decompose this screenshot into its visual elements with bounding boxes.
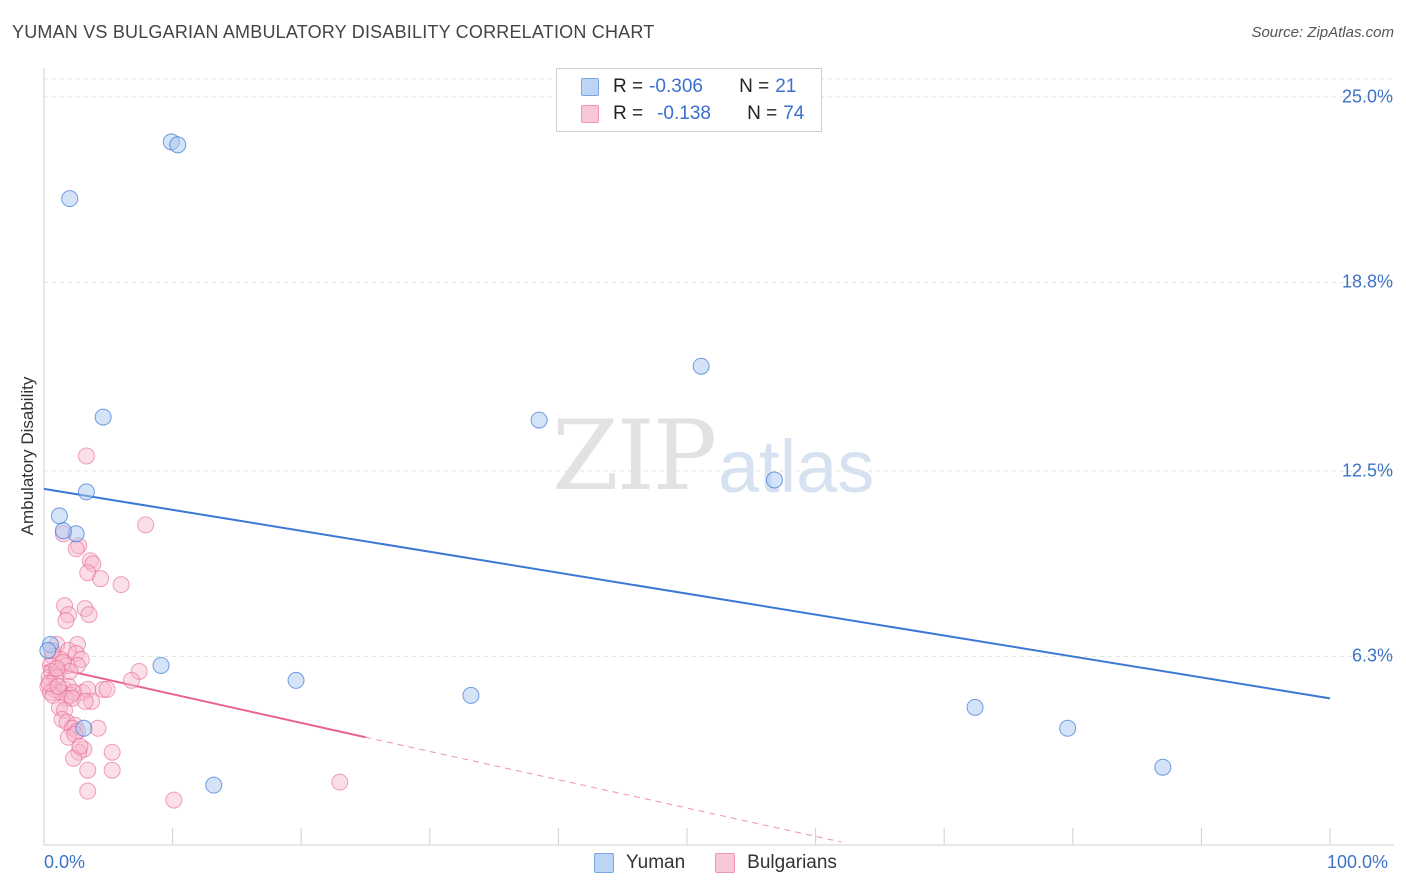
bulgarians-point — [94, 680, 112, 698]
bulgarians-point — [112, 576, 130, 594]
legend-r-value-yuman: -0.306 — [649, 76, 703, 97]
bulgarians-point — [89, 719, 107, 737]
yuman-point — [287, 671, 305, 689]
yuman-point — [169, 136, 187, 154]
axes — [43, 68, 1394, 846]
legend-n-value-bulgarians: 74 — [783, 103, 805, 124]
bulgarians-point — [67, 540, 85, 558]
yuman-point — [39, 642, 57, 660]
bulgarians-point — [80, 606, 98, 624]
yuman-point — [75, 719, 93, 737]
legend-label-yuman: Yuman — [626, 852, 686, 873]
bulgarians-point — [62, 686, 80, 704]
trend-line-yuman — [43, 487, 1331, 700]
x-tick-label-max: 100.0% — [1327, 852, 1389, 872]
series-legend: Yuman Bulgarians — [594, 852, 867, 874]
bulgarians-point — [103, 743, 121, 761]
y-tick-label: 12.5% — [1341, 460, 1393, 481]
yuman-point — [692, 357, 710, 375]
legend-item-yuman[interactable]: Yuman — [594, 852, 685, 874]
bulgarians-point — [79, 782, 97, 800]
yuman-point — [152, 656, 170, 674]
bulgarians-point — [165, 791, 183, 809]
correlation-legend: R = -0.306 N = 21 R = -0.138 N = 74 — [556, 68, 822, 132]
bulgarians-swatch — [715, 853, 736, 873]
watermark-atlas: atlas — [718, 425, 875, 508]
legend-r-label: R = — [613, 103, 644, 124]
chart-title: YUMAN VS BULGARIAN AMBULATORY DISABILITY… — [12, 22, 655, 42]
bulgarians-point — [98, 680, 116, 698]
y-axis-label: Ambulatory Disability — [18, 376, 37, 536]
yuman-point — [205, 776, 223, 794]
bulgarians-point — [76, 692, 94, 710]
gridlines — [44, 78, 1394, 657]
yuman-point — [966, 698, 984, 716]
bulgarians-point — [77, 447, 95, 465]
legend-n-label: N = — [739, 76, 770, 97]
legend-item-bulgarians[interactable]: Bulgarians — [715, 852, 837, 874]
bulgarians-point — [122, 671, 140, 689]
legend-n-value-yuman: 21 — [775, 76, 797, 97]
bulgarians-point — [331, 773, 349, 791]
bulgarians-point — [40, 674, 58, 692]
trend-lines — [43, 487, 1331, 843]
yuman-point — [530, 411, 548, 429]
legend-r-label: R = — [613, 76, 644, 97]
bulgarians-point — [63, 689, 81, 707]
yuman-point — [77, 483, 95, 501]
yuman-point — [765, 471, 783, 489]
bulgarians-point — [49, 677, 67, 695]
data-points — [39, 133, 1172, 809]
bulgarians-swatch — [581, 105, 599, 123]
bulgarians-point — [61, 662, 79, 680]
trend-line-bulgarians-extension — [365, 736, 842, 843]
yuman-point — [1059, 719, 1077, 737]
yuman-point — [1154, 758, 1172, 776]
yuman-point — [94, 408, 112, 426]
yuman-swatch — [581, 78, 599, 96]
yuman-point — [462, 686, 480, 704]
legend-label-bulgarians: Bulgarians — [747, 852, 837, 873]
legend-r-value-bulgarians: -0.138 — [657, 103, 711, 124]
yuman-point — [50, 507, 68, 525]
trend-line-bulgarians — [43, 664, 366, 739]
y-tick-label: 6.3% — [1351, 645, 1393, 666]
bulgarians-point — [137, 516, 155, 534]
yuman-point — [61, 190, 79, 208]
yuman-point — [54, 522, 72, 540]
watermark-zip: ZIP — [552, 400, 717, 512]
bulgarians-point — [83, 692, 101, 710]
bulgarians-point — [57, 612, 75, 630]
bulgarians-point — [92, 570, 110, 588]
y-tick-label: 18.8% — [1341, 271, 1393, 292]
bulgarians-point — [79, 761, 97, 779]
x-tick-label-min: 0.0% — [44, 852, 86, 872]
legend-n-label: N = — [747, 103, 778, 124]
bulgarians-point — [54, 653, 72, 671]
bulgarians-point — [103, 761, 121, 779]
legend-row-yuman: R = -0.306 N = 21 — [581, 75, 796, 99]
bulgarians-point — [48, 659, 66, 677]
bulgarians-point — [71, 737, 89, 755]
source-label: Source: ZipAtlas.com — [1251, 24, 1394, 41]
legend-row-bulgarians: R = -0.138 N = 74 — [581, 102, 804, 126]
bulgarians-point — [84, 555, 102, 573]
y-tick-label: 25.0% — [1341, 86, 1393, 107]
bulgarians-point — [56, 597, 74, 615]
yuman-swatch — [594, 853, 614, 873]
